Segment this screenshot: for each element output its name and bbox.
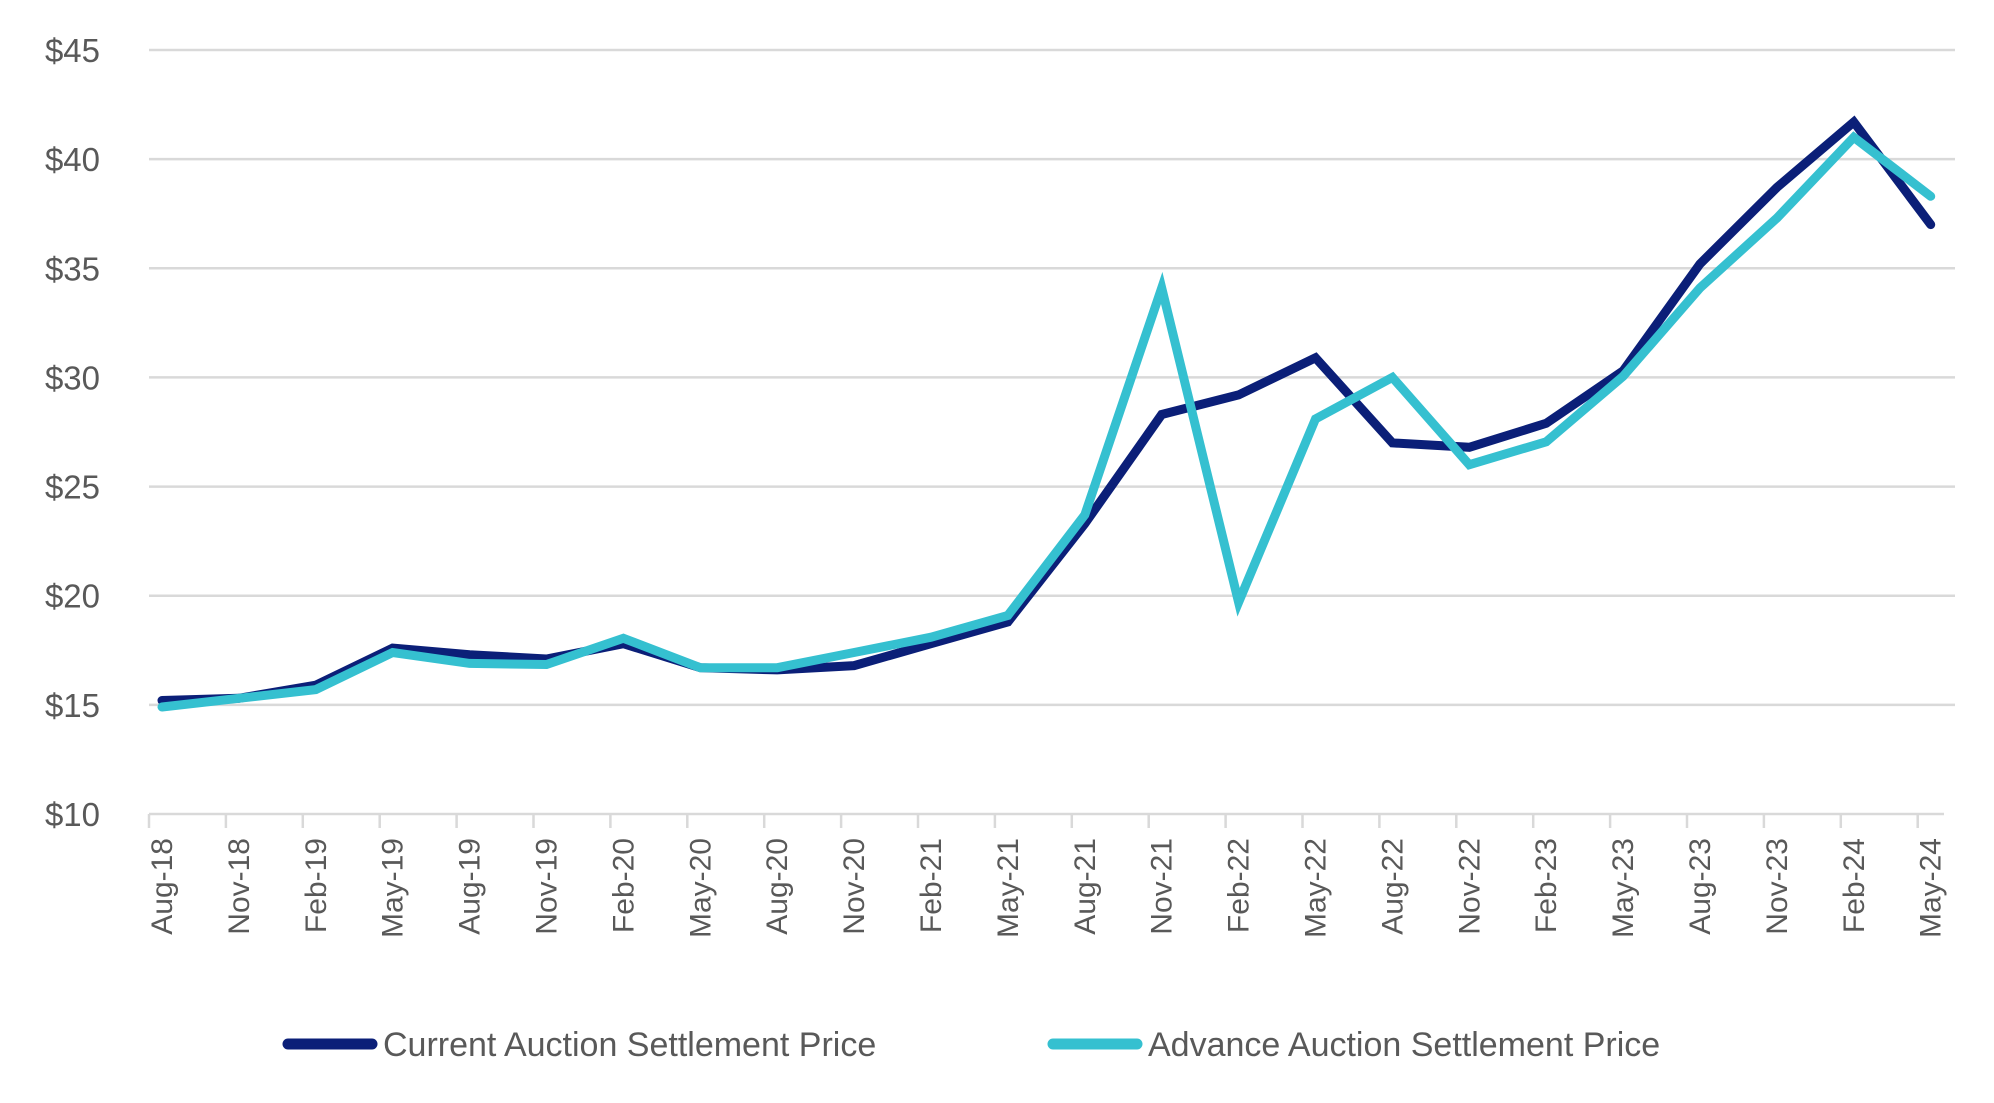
legend: Current Auction Settlement Price Advance…	[282, 1026, 1660, 1064]
x-tick-label: May-21	[992, 838, 1025, 938]
x-tick-label: Feb-23	[1530, 838, 1563, 933]
x-tick-label: Feb-24	[1838, 838, 1871, 933]
y-tick-label: $15	[45, 687, 100, 724]
x-tick-label: Feb-21	[915, 838, 948, 933]
y-tick-label: $30	[45, 359, 100, 396]
y-tick-label: $40	[45, 141, 100, 178]
y-tick-label: $20	[45, 578, 100, 615]
x-tick-label: Aug-20	[761, 838, 794, 935]
x-tick-label: Feb-22	[1223, 838, 1256, 933]
legend-label-current: Current Auction Settlement Price	[383, 1026, 876, 1064]
x-tick-label: Nov-20	[838, 838, 871, 935]
x-tick-label: Feb-19	[300, 838, 333, 933]
x-tick-label: Nov-19	[531, 838, 564, 935]
y-axis-tick-labels: $10 $15 $20 $25 $30 $35 $40 $45	[45, 32, 100, 833]
x-tick-label: May-19	[377, 838, 410, 938]
x-tick-label: Aug-23	[1684, 838, 1717, 935]
x-tick-label: Nov-23	[1761, 838, 1794, 935]
series-line-advance	[157, 131, 1936, 712]
x-tick-label: May-24	[1915, 838, 1948, 938]
y-tick-label: $45	[45, 32, 100, 69]
x-axis-tick-labels: Aug-18 Nov-18 Feb-19 May-19 Aug-19 Nov-19 Feb-…	[146, 838, 1948, 938]
y-tick-label: $35	[45, 250, 100, 287]
x-tick-label: May-22	[1300, 838, 1333, 938]
legend-label-advance: Advance Auction Settlement Price	[1148, 1026, 1660, 1064]
x-tick-label: Aug-18	[146, 838, 179, 935]
x-tick-label: Nov-21	[1146, 838, 1179, 935]
x-tick-label: Aug-21	[1069, 838, 1102, 935]
x-tick-label: Aug-19	[454, 838, 487, 935]
y-tick-label: $25	[45, 469, 100, 506]
series-lines	[157, 115, 1936, 712]
x-tick-label: Aug-22	[1376, 838, 1409, 935]
gridlines	[149, 48, 1955, 707]
x-tick-label: Feb-20	[607, 838, 640, 933]
y-tick-label: $10	[45, 796, 100, 833]
x-tick-label: May-20	[684, 838, 717, 938]
x-tick-label: Nov-18	[223, 838, 256, 935]
x-axis	[147, 812, 1944, 828]
series-line-current	[157, 115, 1936, 705]
x-tick-label: Nov-22	[1453, 838, 1486, 935]
x-tick-label: May-23	[1607, 838, 1640, 938]
